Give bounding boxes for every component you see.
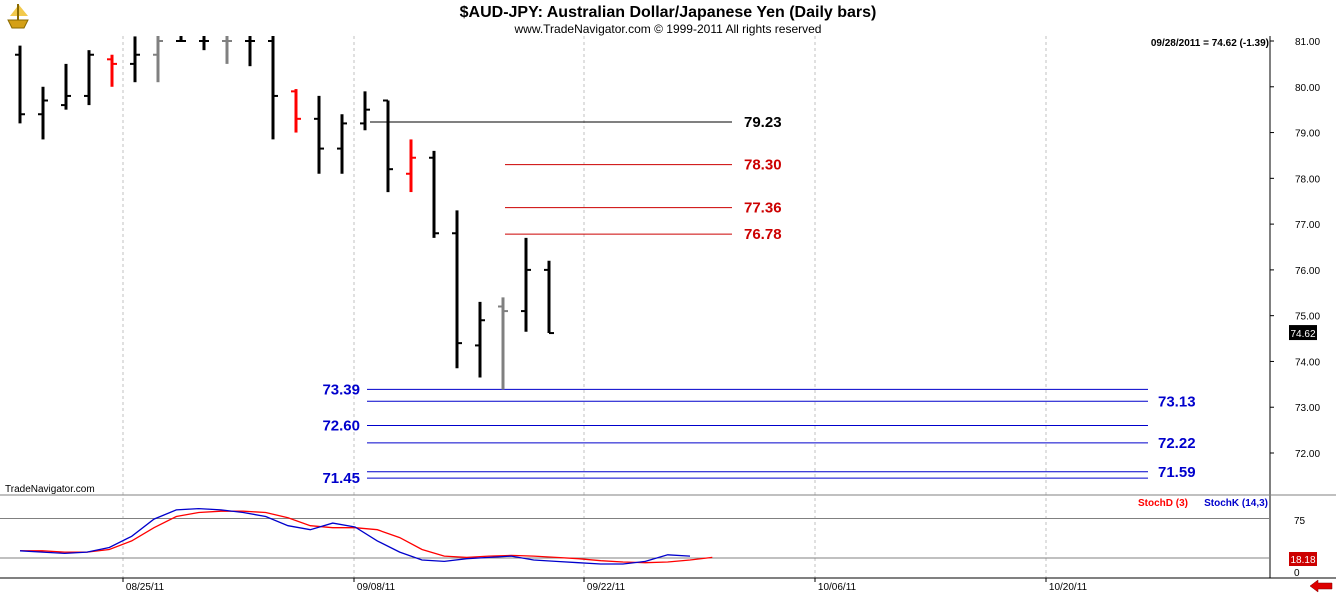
ohlc-bar <box>383 99 393 193</box>
price-tick-label: 76.00 <box>1295 266 1320 277</box>
price-tick-label: 77.00 <box>1295 220 1320 231</box>
ohlc-bar <box>314 95 324 174</box>
stoch-tick-75: 75 <box>1294 516 1306 527</box>
stoch-series-line <box>20 510 713 564</box>
ohlc-bar <box>245 36 255 67</box>
support-label: 71.45 <box>322 470 360 487</box>
ohlc-bar <box>199 36 209 51</box>
ohlc-bar <box>15 45 25 124</box>
resistance-label: 76.78 <box>744 226 782 243</box>
stochastic-lines <box>19 507 713 565</box>
ohlc-bar <box>498 297 508 390</box>
ohlc-bar <box>84 50 94 106</box>
ohlc-bar <box>130 36 140 83</box>
ohlc-bar <box>360 91 370 131</box>
price-axis-ticks: 72.00 73.00 74.00 75.00 76.00 77.00 78.00 79.00… <box>1270 37 1320 460</box>
stoch-last-badge: 18.18 <box>1289 552 1317 566</box>
copyright-subtitle: www.TradeNavigator.com © 1999-2011 All r… <box>514 22 822 36</box>
ohlc-bar <box>222 36 232 64</box>
legend-stochk: StochK (14,3) <box>1204 498 1268 509</box>
watermark-text: TradeNavigator.com <box>5 484 95 495</box>
grid-lines <box>122 36 1047 578</box>
support-label: 73.13 <box>1158 393 1196 410</box>
price-tick-label: 73.00 <box>1295 403 1320 414</box>
ohlc-bar <box>61 63 71 110</box>
ohlc-bars <box>15 36 554 390</box>
price-tick-label: 72.00 <box>1295 449 1320 460</box>
ohlc-bar <box>544 260 554 335</box>
last-price-badge: 74.62 <box>1289 325 1317 341</box>
date-tick-label: 09/08/11 <box>357 582 396 593</box>
price-tick-label: 74.00 <box>1295 357 1320 368</box>
ohlc-bar <box>153 36 163 83</box>
ohlc-bar <box>475 301 485 378</box>
support-label: 71.59 <box>1158 464 1196 481</box>
support-label: 72.60 <box>322 418 360 435</box>
support-label: 73.39 <box>322 381 360 398</box>
ohlc-bar <box>107 54 117 87</box>
ohlc-bar <box>521 237 531 332</box>
stoch-series-line <box>19 507 691 565</box>
date-tick-label: 10/20/11 <box>1049 582 1088 593</box>
price-tick-label: 80.00 <box>1295 83 1320 94</box>
ohlc-bar <box>176 36 186 42</box>
scroll-right-arrow-icon[interactable] <box>1309 579 1333 593</box>
last-price-label: 74.62 <box>1290 329 1315 340</box>
legend-stochd: StochD (3) <box>1138 498 1188 509</box>
resistance-label: 78.30 <box>744 157 782 174</box>
date-tick-label: 08/25/11 <box>126 582 165 593</box>
stoch-tick-0: 0 <box>1294 568 1300 579</box>
date-axis-ticks: 08/25/11 09/08/11 09/22/11 10/06/11 10/20/11 <box>122 578 1088 593</box>
ohlc-bar <box>429 150 439 238</box>
chart-title: $AUD-JPY: Australian Dollar/Japanese Yen… <box>460 4 877 21</box>
price-tick-label: 75.00 <box>1295 312 1320 323</box>
ohlc-bar <box>291 89 301 133</box>
stochastic-grid <box>0 518 1270 559</box>
stoch-last-value: 18.18 <box>1290 555 1315 566</box>
price-tick-label: 81.00 <box>1295 37 1320 48</box>
ohlc-bar <box>38 86 48 140</box>
date-tick-label: 09/22/11 <box>587 582 626 593</box>
ohlc-bar <box>268 36 278 140</box>
price-tick-label: 79.00 <box>1295 129 1320 140</box>
ship-logo-icon[interactable] <box>7 4 29 29</box>
ohlc-bar <box>452 210 462 369</box>
resistance-label: 79.23 <box>744 114 782 131</box>
ohlc-bar <box>406 139 416 193</box>
resistance-label: 77.36 <box>744 200 782 217</box>
ohlc-bar <box>337 114 347 174</box>
date-tick-label: 10/06/11 <box>818 582 857 593</box>
quote-readout: 09/28/2011 = 74.62 (-1.39) <box>1151 38 1269 49</box>
support-label: 72.22 <box>1158 435 1196 452</box>
price-tick-label: 78.00 <box>1295 174 1320 185</box>
support-resistance-levels: 79.23 78.30 77.36 76.78 73.39 73.13 72.60 72.22… <box>322 114 1195 487</box>
